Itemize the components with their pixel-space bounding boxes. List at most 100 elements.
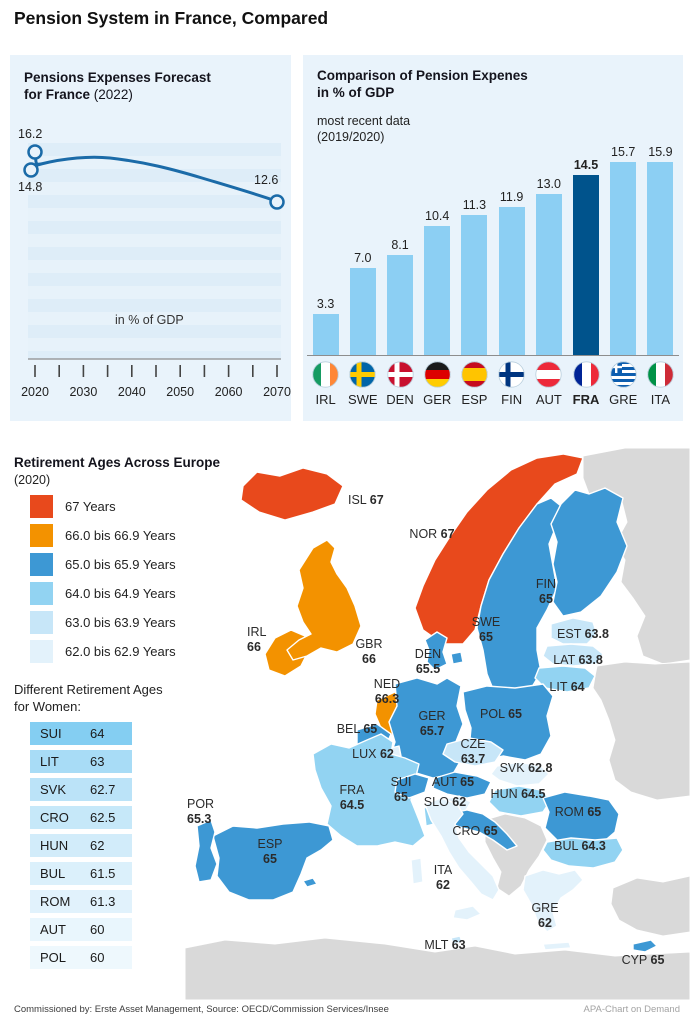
bar-value-label: 13.0	[536, 177, 561, 191]
x-tick-label: 2040	[117, 385, 146, 399]
women-row-code: CRO	[40, 810, 69, 825]
bar-irl	[312, 314, 339, 355]
point-marker-14-8	[23, 162, 39, 178]
country-code-aut: AUT	[535, 392, 562, 407]
map-country-svk	[490, 761, 550, 787]
map-country-hun	[488, 785, 552, 817]
map-label-slo: SLO 62	[424, 795, 466, 809]
women-table-row-cro: CRO 62.5	[30, 806, 132, 829]
map-label-cyp: CYP 65	[622, 953, 665, 967]
point-marker-16-2	[27, 144, 43, 160]
map-country-cze	[442, 737, 504, 767]
map-label-cze: CZE 63.7	[461, 737, 486, 766]
bar-value-label: 15.7	[611, 145, 636, 159]
women-table-row-bul: BUL 61.5	[30, 862, 132, 885]
legend-swatch-65	[30, 553, 53, 576]
map-country-est	[550, 617, 598, 645]
women-row-code: SVK	[40, 782, 67, 797]
point-marker-12-6	[269, 194, 285, 210]
europe-choropleth-map: ISL 67 NOR 67 SWE 65 FIN 65 IRL 66 GBR 66 NED 66.3 D…	[185, 448, 690, 1000]
legend-item: 63.0 bis 63.9 Years	[30, 608, 176, 637]
bar-value-label: 10.4	[425, 209, 450, 223]
map-label-svk: SVK 62.8	[500, 761, 553, 775]
map-label-cro: CRO 65	[452, 824, 497, 838]
bar-column-esp: 11.3	[456, 145, 493, 355]
map-country-aut	[432, 771, 492, 799]
country-code-ita: ITA	[650, 392, 671, 407]
map-title: Retirement Ages Across Europe	[14, 455, 221, 470]
women-row-code: HUN	[40, 838, 69, 853]
map-label-por: POR 65.3	[187, 797, 214, 826]
country-code-ger: GER	[423, 392, 452, 407]
map-subtitle: (2020)	[14, 473, 51, 487]
map-label-den: DEN 65.5	[415, 647, 441, 676]
forecast-title-line2: for France	[24, 87, 91, 103]
map-landmass-nodata	[185, 448, 690, 1000]
map-country-gre	[522, 869, 584, 951]
map-label-pol: POL 65	[480, 707, 522, 721]
map-country-den	[424, 631, 464, 671]
bar-value-label: 11.9	[499, 190, 524, 204]
bar-column-den: 8.1	[381, 145, 418, 355]
flag-gre-icon	[605, 361, 642, 388]
bar-value-label: 11.3	[462, 198, 487, 212]
women-table-title: Different Retirement Ages for Women:	[14, 682, 163, 716]
x-tick-label: 2030	[69, 385, 98, 399]
country-codes-row: IRL SWE DEN GER ESP FIN AUT FRA GRE ITA	[307, 392, 679, 407]
map-country-swe	[476, 497, 562, 701]
map-country-nor	[414, 453, 584, 645]
map-country-ita	[410, 797, 500, 921]
women-row-value: 64	[90, 726, 105, 741]
women-table-row-hun: HUN 62	[30, 834, 132, 857]
legend-swatch-62	[30, 640, 53, 663]
legend-label: 64.0 bis 64.9 Years	[65, 586, 176, 601]
footer-attribution: Commissioned by: Erste Asset Management,…	[14, 1004, 389, 1015]
map-country-cro	[446, 809, 518, 851]
legend-label: 65.0 bis 65.9 Years	[65, 557, 176, 572]
map-label-isl: ISL 67	[348, 493, 384, 507]
data-label-end: 12.6	[254, 173, 279, 187]
x-tick-label: 2050	[166, 385, 195, 399]
women-row-value: 60	[90, 922, 105, 937]
legend-label: 62.0 bis 62.9 Years	[65, 644, 176, 659]
bar-fra	[573, 175, 600, 355]
map-country-sui	[394, 773, 430, 799]
map-label-ger: GER 65.7	[418, 709, 445, 738]
legend-swatch-67	[30, 495, 53, 518]
flag-fra-icon	[567, 361, 604, 388]
map-label-est: EST 63.8	[557, 627, 609, 641]
map-label-lux: LUX 62	[352, 747, 394, 761]
women-row-value: 63	[90, 754, 105, 769]
women-row-code: POL	[40, 950, 67, 965]
comparison-subtitle-line2: (2019/2020)	[317, 130, 385, 145]
forecast-line-chart	[23, 144, 285, 377]
map-label-fra: FRA 64.5	[340, 783, 366, 812]
country-code-fin: FIN	[501, 392, 523, 407]
map-labels: ISL 67 NOR 67 SWE 65 FIN 65 IRL 66 GBR 66 NED 66.3 D…	[187, 493, 664, 967]
bar-column-ita: 15.9	[642, 145, 679, 355]
legend-item: 65.0 bis 65.9 Years	[30, 550, 176, 579]
women-row-value: 62.5	[90, 810, 116, 825]
map-label-gre: GRE 62	[531, 901, 558, 930]
women-row-code: BUL	[40, 866, 66, 881]
women-row-code: AUT	[40, 922, 66, 937]
map-label-hun: HUN 64.5	[491, 787, 546, 801]
comparison-title-line1: Comparison of Pension Expenes	[317, 68, 528, 83]
data-label-start-high: 16.2	[18, 127, 43, 141]
flag-esp-icon	[456, 361, 493, 388]
women-row-value: 62	[90, 838, 105, 853]
x-axis-ticks	[34, 365, 278, 377]
data-label-start-low: 14.8	[18, 180, 43, 194]
forecast-plot-area	[28, 143, 281, 359]
flag-ita-icon	[642, 361, 679, 388]
x-tick-label: 2070	[263, 385, 291, 399]
bar-swe	[349, 268, 376, 355]
bar-aut	[535, 194, 562, 355]
map-label-nor: NOR 67	[409, 527, 454, 541]
comparison-subtitle: most recent data (2019/2020)	[317, 113, 410, 146]
flag-aut-icon	[530, 361, 567, 388]
map-landmass-nodata	[610, 875, 690, 937]
bar-column-gre: 15.7	[605, 145, 642, 355]
women-row-value: 61.3	[90, 894, 116, 909]
women-table-row-rom: ROM 61.3	[30, 890, 132, 913]
